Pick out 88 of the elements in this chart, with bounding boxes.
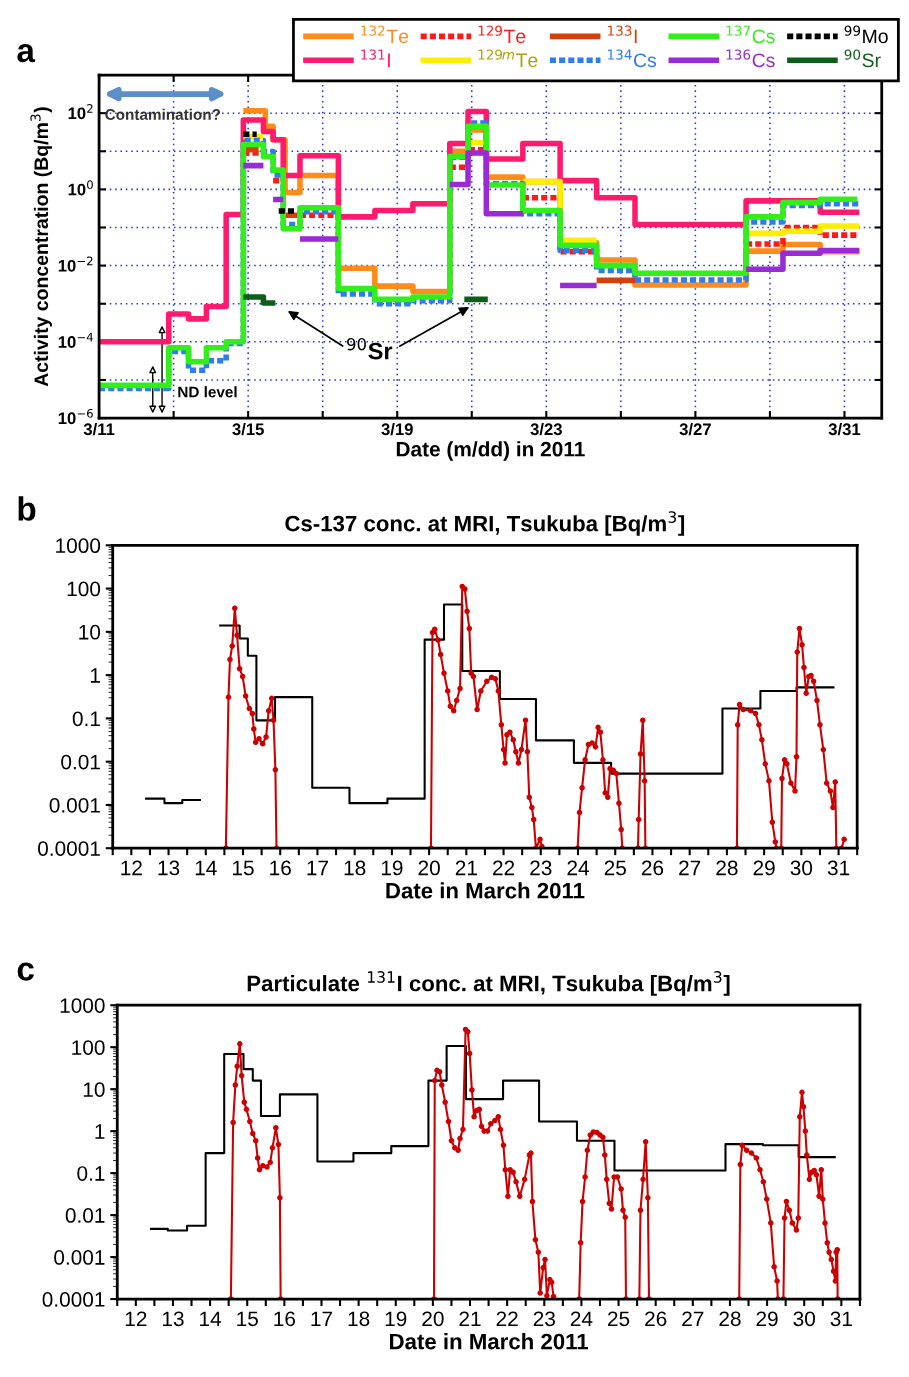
x-tick-label: 29	[756, 1311, 778, 1327]
y-tick-label: 0.001	[54, 1250, 105, 1265]
y-tick-label: 10	[79, 624, 101, 640]
y-tick-label: 0.001	[49, 797, 100, 813]
y-tick-label: 0.1	[77, 1166, 105, 1181]
x-tick-label: 25	[604, 860, 626, 876]
x-tick-label: 21	[455, 860, 477, 876]
x-tick-label: 3/19	[381, 422, 413, 436]
y-tick-label: 0.01	[61, 754, 100, 770]
x-tick-label: 24	[567, 860, 589, 876]
chart-title: Particulate $^{131}$I conc. at MRI, Tsukuba [Bq/m$^{3}$]	[247, 971, 730, 996]
x-axis-title: Date in March 2011	[390, 1333, 589, 1350]
x-tick-label: 27	[682, 1311, 704, 1326]
x-tick-label: 26	[641, 860, 664, 876]
x-tick-label: 22	[493, 860, 515, 876]
y-tick-label: 0.0001	[38, 841, 100, 856]
x-tick-label: 24	[570, 1311, 593, 1326]
y-tick-label: 0.1	[72, 711, 100, 727]
x-tick-label: 27	[679, 860, 701, 876]
y-tick-label: 1	[90, 668, 100, 683]
legend-label: $^{99}$Mo	[844, 25, 888, 44]
annotation: $^{90}$Sr	[347, 337, 393, 360]
x-tick-label: 14	[195, 860, 217, 876]
x-tick-label: 14	[200, 1311, 222, 1326]
legend-label: $^{133}$I	[607, 25, 637, 44]
y-tick-label: 10$^{2}$	[68, 104, 93, 120]
legend-label: $^{131}$I	[361, 49, 390, 67]
x-tick-label: 15	[233, 860, 254, 876]
y-tick-label: 0.01	[65, 1208, 105, 1223]
x-tick-label: 19	[381, 860, 403, 876]
x-tick-label: 18	[348, 1311, 370, 1327]
x-tick-label: 12	[121, 860, 142, 876]
annotation: ND level	[178, 386, 237, 398]
x-tick-label: 31	[827, 860, 850, 876]
chart-title: Cs-137 conc. at MRI, Tsukuba [Bq/m$^{3}$]	[285, 511, 685, 536]
x-tick-label: 31	[830, 1311, 852, 1327]
y-tick-label: 10$^{0}$	[68, 180, 93, 196]
y-tick-label: 1	[95, 1124, 105, 1139]
x-axis-title: Date in March 2011	[386, 882, 585, 899]
annotation: Contamination?	[105, 108, 221, 120]
x-tick-label: 20	[422, 1311, 444, 1327]
x-tick-label: 17	[311, 1311, 333, 1326]
x-tick-label: 28	[719, 1311, 741, 1327]
x-tick-label: 30	[790, 860, 813, 876]
x-tick-label: 18	[344, 860, 366, 876]
y-tick-label: 10	[83, 1082, 105, 1097]
y-tick-label: 1000	[60, 998, 105, 1013]
text: b	[18, 496, 36, 521]
legend-label: $^{137}$Cs	[726, 25, 775, 44]
legend-label: $^{132}$Te	[361, 25, 409, 44]
y-tick-label: 1000	[56, 538, 101, 554]
x-tick-label: 25	[608, 1311, 630, 1327]
x-axis-title: Date (m/dd) in 2011	[396, 441, 585, 461]
y-tick-label: 0.0001	[42, 1292, 105, 1307]
y-axis-title: Activity concentration (Bq/m$^{3}$)	[30, 107, 52, 387]
x-tick-label: 12	[125, 1311, 147, 1326]
y-tick-label: 100	[72, 1040, 105, 1055]
y-tick-label: 10$^{−2}$	[58, 256, 93, 272]
legend-label: $^{134}$Cs	[607, 49, 657, 68]
x-tick-label: 3/27	[679, 422, 711, 436]
x-tick-label: 19	[385, 1311, 407, 1327]
x-tick-label: 16	[274, 1311, 296, 1327]
x-tick-label: 13	[158, 860, 180, 876]
x-tick-label: 16	[270, 860, 291, 876]
x-tick-label: 17	[307, 860, 328, 876]
legend-label: $^{136}$Cs	[726, 49, 775, 68]
legend-label: $^{90}$Sr	[844, 49, 881, 68]
x-tick-label: 3/11	[83, 422, 115, 436]
x-tick-label: 22	[496, 1311, 518, 1326]
y-tick-label: 10$^{−4}$	[58, 332, 93, 348]
legend-label: $^{129}$Te	[478, 25, 526, 44]
x-tick-label: 30	[793, 1311, 815, 1327]
x-tick-label: 29	[753, 860, 775, 876]
x-tick-label: 3/15	[232, 422, 264, 436]
x-tick-label: 23	[530, 860, 552, 876]
x-tick-label: 28	[716, 860, 738, 876]
x-tick-label: 26	[645, 1311, 667, 1327]
legend-label: $^{129m}$Te	[478, 49, 538, 68]
x-tick-label: 21	[459, 1311, 481, 1326]
text: c	[17, 962, 34, 981]
x-tick-label: 3/23	[530, 422, 562, 436]
y-tick-label: 100	[67, 581, 101, 597]
x-tick-label: 23	[533, 1311, 555, 1327]
x-tick-label: 3/31	[828, 422, 861, 436]
text: a	[17, 44, 36, 63]
x-tick-label: 13	[162, 1311, 184, 1327]
x-tick-label: 20	[418, 860, 440, 876]
x-tick-label: 15	[237, 1311, 258, 1327]
